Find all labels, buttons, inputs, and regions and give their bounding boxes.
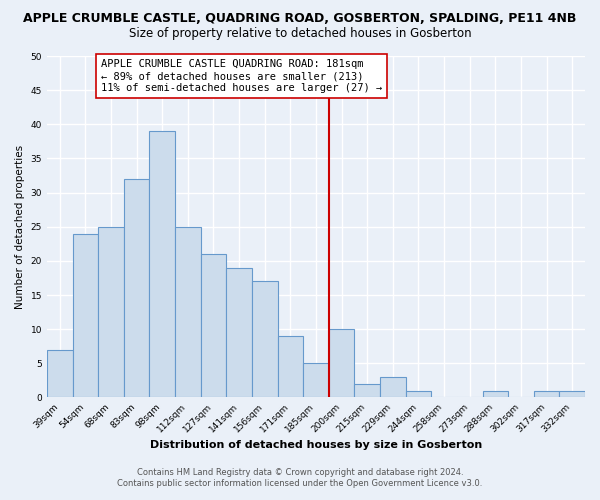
Bar [252,282,278,398]
Bar [73,234,98,398]
Y-axis label: Number of detached properties: Number of detached properties [15,144,25,309]
Bar [559,390,585,398]
X-axis label: Distribution of detached houses by size in Gosberton: Distribution of detached houses by size … [150,440,482,450]
Bar [47,350,73,398]
Bar [482,390,508,398]
Bar [406,390,431,398]
Text: Contains HM Land Registry data © Crown copyright and database right 2024.
Contai: Contains HM Land Registry data © Crown c… [118,468,482,487]
Bar [175,226,200,398]
Text: Size of property relative to detached houses in Gosberton: Size of property relative to detached ho… [128,28,472,40]
Bar [355,384,380,398]
Bar [200,254,226,398]
Text: APPLE CRUMBLE CASTLE, QUADRING ROAD, GOSBERTON, SPALDING, PE11 4NB: APPLE CRUMBLE CASTLE, QUADRING ROAD, GOS… [23,12,577,26]
Bar [149,131,175,398]
Bar [380,377,406,398]
Text: APPLE CRUMBLE CASTLE QUADRING ROAD: 181sqm
← 89% of detached houses are smaller : APPLE CRUMBLE CASTLE QUADRING ROAD: 181s… [101,60,382,92]
Bar [98,226,124,398]
Bar [124,179,149,398]
Bar [226,268,252,398]
Bar [303,364,329,398]
Bar [534,390,559,398]
Bar [278,336,303,398]
Bar [329,329,355,398]
